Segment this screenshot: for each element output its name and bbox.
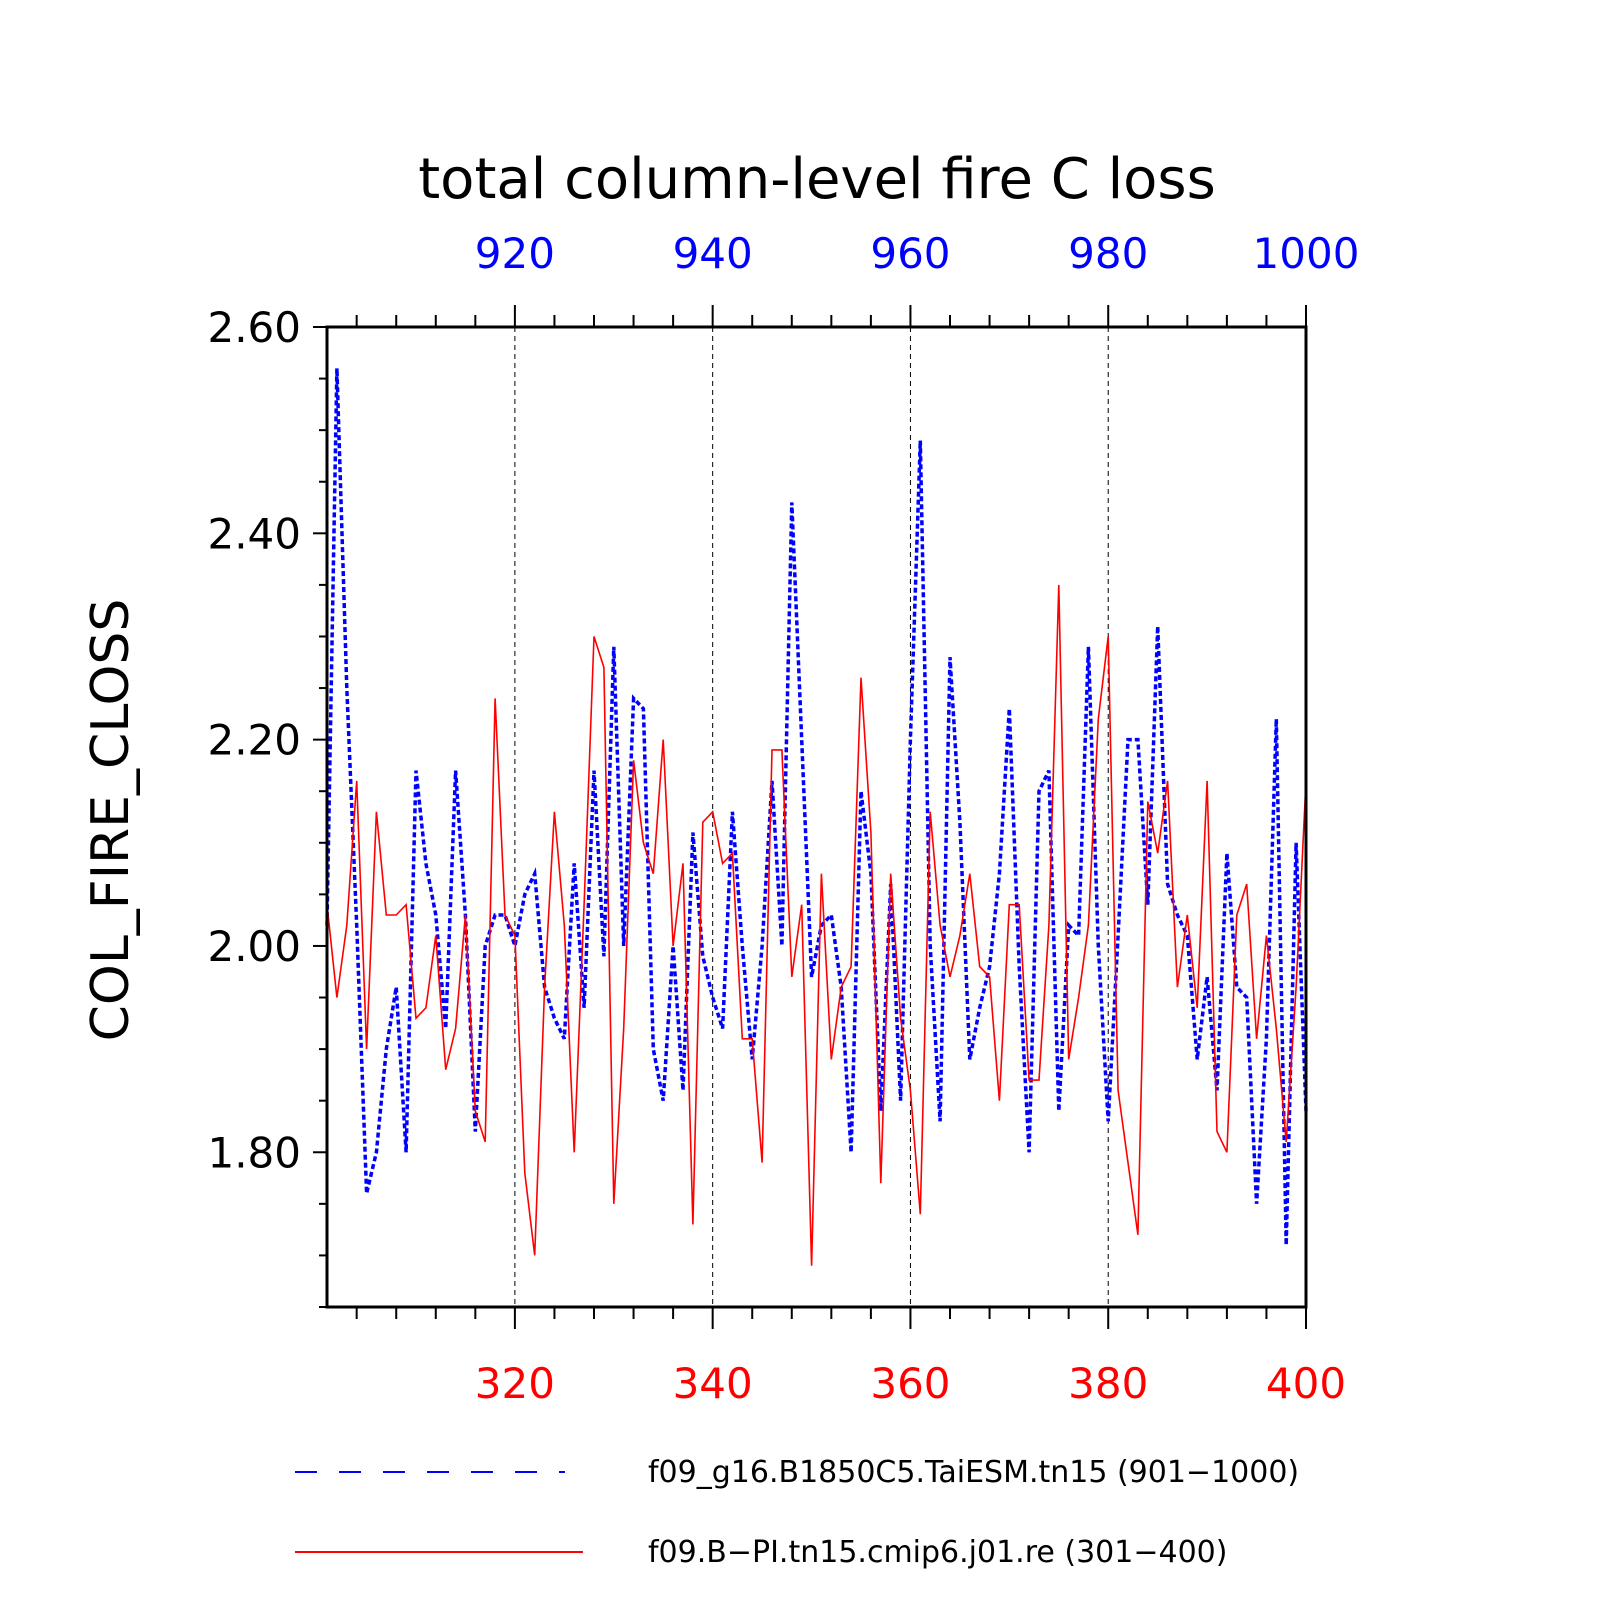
y-axis-label: COL_FIRE_CLOSS: [81, 599, 141, 1042]
y-tick-label: 2.20: [207, 716, 301, 765]
legend: f09_g16.B1850C5.TaiESM.tn15 (901−1000) f…: [295, 1455, 1299, 1570]
y-tick-labels: 2.60 2.40 2.20 2.00 1.80: [207, 303, 301, 1177]
y-tick-label: 2.40: [207, 509, 301, 558]
top-x-tick-label: 940: [673, 229, 753, 278]
top-x-tick-label: 980: [1068, 229, 1148, 278]
bottom-x-tick-label: 360: [870, 1359, 950, 1408]
top-x-tick-label: 1000: [1253, 229, 1360, 278]
bottom-x-tick-label: 340: [673, 1359, 753, 1408]
bottom-x-tick-label: 320: [475, 1359, 555, 1408]
bottom-x-tick-labels: 320 340 360 380 400: [475, 1359, 1346, 1408]
bottom-x-tick-label: 400: [1266, 1359, 1346, 1408]
legend-label-blue: f09_g16.B1850C5.TaiESM.tn15 (901−1000): [648, 1455, 1299, 1490]
series-line-blue-dashed: [325, 368, 1308, 1246]
y-tick-label: 1.80: [207, 1128, 301, 1177]
series-lines: [325, 368, 1308, 1266]
chart-title: total column-level fire C loss: [418, 147, 1216, 212]
plot-frame: [325, 325, 1308, 1309]
top-x-tick-labels: 920 940 960 980 1000: [475, 229, 1360, 278]
bottom-x-tick-label: 380: [1068, 1359, 1148, 1408]
grid: [514, 327, 1109, 1307]
legend-label-red: f09.B−PI.tn15.cmip6.j01.re (301−400): [648, 1535, 1227, 1570]
y-tick-label: 2.00: [207, 922, 301, 971]
series-line-red-solid: [326, 584, 1307, 1266]
top-x-tick-label: 920: [475, 229, 555, 278]
y-tick-label: 2.60: [207, 303, 301, 352]
top-x-tick-label: 960: [870, 229, 950, 278]
